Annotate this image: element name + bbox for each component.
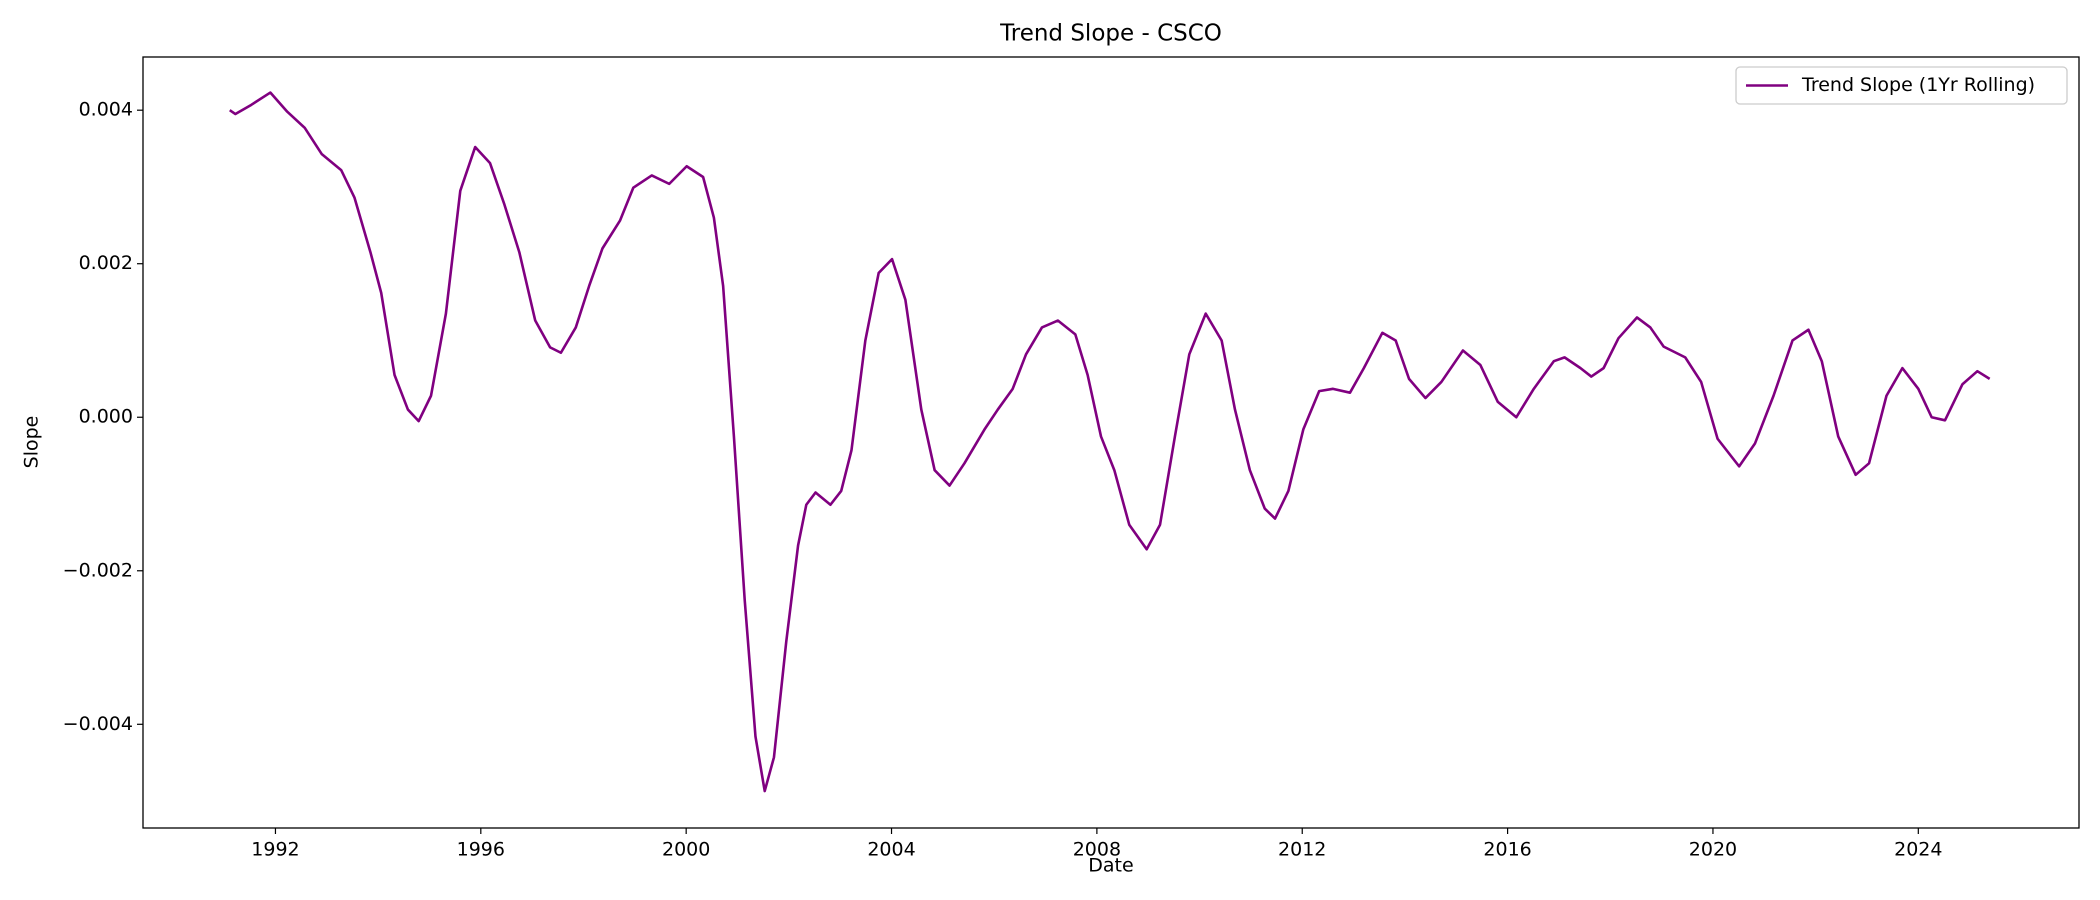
legend-label: Trend Slope (1Yr Rolling) [1801,74,2035,96]
x-tick-label: 2012 [1278,839,1326,861]
x-tick-label: 1992 [251,839,299,861]
x-tick-label: 2016 [1483,839,1531,861]
chart-title: Trend Slope - CSCO [999,21,1222,47]
x-tick-label: 1996 [457,839,505,861]
data-line [229,91,1991,793]
plot-frame [142,56,2080,829]
x-tick-label: 2000 [662,839,710,861]
y-tick-label: 0.004 [79,99,133,121]
x-axis-label: Date [1088,855,1133,877]
y-axis-label: Slope [21,416,43,469]
x-tick-label: 2008 [1073,839,1121,861]
y-tick-label: 0.000 [79,406,133,428]
x-tick-label: 2020 [1689,839,1737,861]
y-tick-label: −0.004 [63,713,133,735]
y-tick-label: −0.002 [63,559,133,581]
x-tick-label: 2024 [1894,839,1942,861]
x-tick-label: 2004 [867,839,915,861]
y-tick-label: 0.002 [79,252,133,274]
legend-box [1735,66,2068,105]
